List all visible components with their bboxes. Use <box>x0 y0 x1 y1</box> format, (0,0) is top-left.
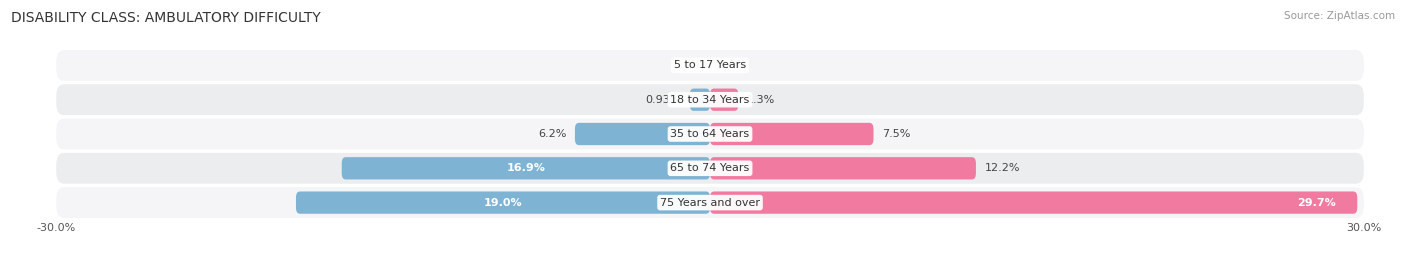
Text: 0.0%: 0.0% <box>718 60 747 70</box>
FancyBboxPatch shape <box>690 88 710 111</box>
FancyBboxPatch shape <box>56 187 1364 218</box>
Text: 29.7%: 29.7% <box>1296 198 1336 208</box>
Text: 0.0%: 0.0% <box>673 60 702 70</box>
FancyBboxPatch shape <box>710 123 873 145</box>
Text: DISABILITY CLASS: AMBULATORY DIFFICULTY: DISABILITY CLASS: AMBULATORY DIFFICULTY <box>11 11 321 25</box>
Text: 35 to 64 Years: 35 to 64 Years <box>671 129 749 139</box>
Text: 5 to 17 Years: 5 to 17 Years <box>673 60 747 70</box>
Text: 18 to 34 Years: 18 to 34 Years <box>671 95 749 105</box>
FancyBboxPatch shape <box>56 50 1364 81</box>
FancyBboxPatch shape <box>710 157 976 180</box>
FancyBboxPatch shape <box>56 84 1364 115</box>
Text: 0.93%: 0.93% <box>645 95 681 105</box>
Text: Source: ZipAtlas.com: Source: ZipAtlas.com <box>1284 11 1395 21</box>
FancyBboxPatch shape <box>295 191 710 214</box>
Text: 12.2%: 12.2% <box>984 163 1021 173</box>
Text: 7.5%: 7.5% <box>882 129 911 139</box>
FancyBboxPatch shape <box>342 157 710 180</box>
FancyBboxPatch shape <box>575 123 710 145</box>
FancyBboxPatch shape <box>710 191 1357 214</box>
Text: 75 Years and over: 75 Years and over <box>659 198 761 208</box>
Text: 16.9%: 16.9% <box>506 163 546 173</box>
Text: 6.2%: 6.2% <box>538 129 567 139</box>
FancyBboxPatch shape <box>56 118 1364 150</box>
Text: 1.3%: 1.3% <box>747 95 775 105</box>
FancyBboxPatch shape <box>710 88 738 111</box>
Text: 19.0%: 19.0% <box>484 198 522 208</box>
FancyBboxPatch shape <box>56 153 1364 184</box>
Text: 65 to 74 Years: 65 to 74 Years <box>671 163 749 173</box>
